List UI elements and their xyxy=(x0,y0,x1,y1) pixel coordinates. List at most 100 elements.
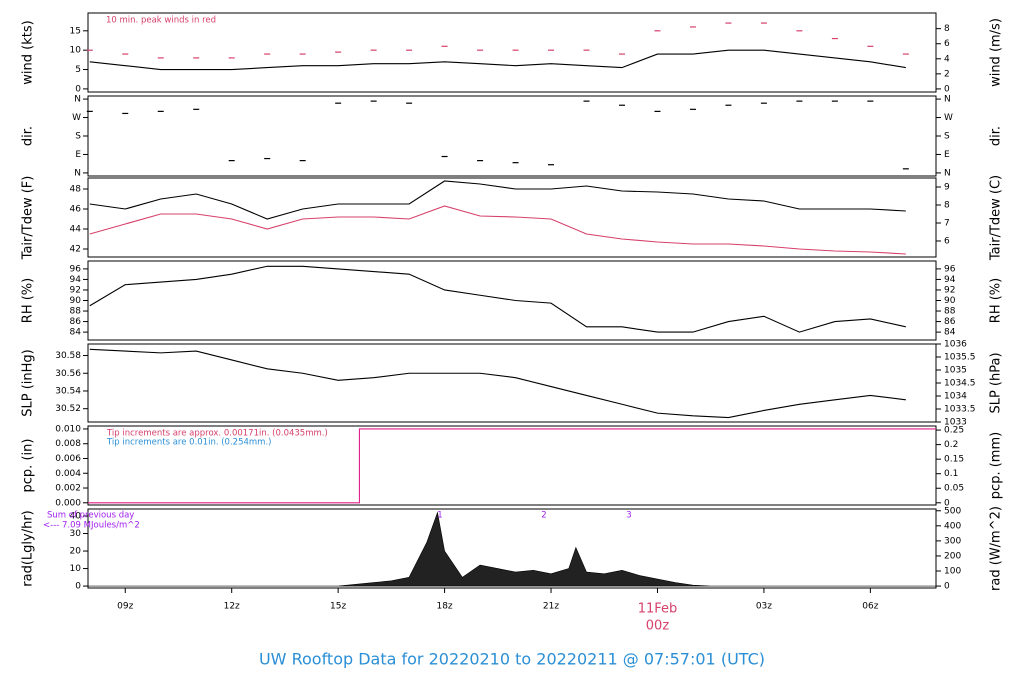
y2-tick-label: W xyxy=(944,113,953,123)
x-tick-label: 15z xyxy=(330,602,346,612)
y2-axis-label: wind (m/s) xyxy=(989,18,1004,87)
y2-tick-label: 9 xyxy=(944,182,950,192)
y-tick-label: 44 xyxy=(70,225,82,235)
y2-tick-label: 1033 xyxy=(944,418,967,428)
panel-frame xyxy=(87,12,937,93)
y-tick-label: 46 xyxy=(70,205,82,215)
y2-tick-label: 4 xyxy=(944,54,950,64)
y2-tick-label: 84 xyxy=(944,328,956,338)
y-tick-label: 88 xyxy=(70,307,82,317)
y-tick-label: 0.004 xyxy=(55,469,81,479)
y2-tick-label: 1034 xyxy=(944,392,967,402)
panel-frame xyxy=(87,95,937,177)
panel-frame xyxy=(87,425,937,506)
y-tick-label: 30.56 xyxy=(55,369,81,379)
y-tick-label: 0 xyxy=(75,582,81,592)
y-tick-label: 84 xyxy=(70,328,82,338)
y-tick-label: 86 xyxy=(70,317,82,327)
y2-tick-label: 0.15 xyxy=(944,455,964,465)
annotation: Tip increments are approx. 0.00171in. (0… xyxy=(106,429,328,439)
y2-tick-label: 92 xyxy=(944,285,955,295)
y-tick-label: 90 xyxy=(70,296,82,306)
y-tick-label: 30.54 xyxy=(55,386,81,396)
line xyxy=(89,265,906,333)
y2-tick-label: 0.2 xyxy=(944,440,958,450)
x-tick-label: 09z xyxy=(117,602,133,612)
y2-tick-label: 0.05 xyxy=(944,484,964,494)
x-tick-label: 06z xyxy=(862,602,878,612)
line xyxy=(89,348,906,419)
y-tick-label: 30.52 xyxy=(55,404,81,414)
y2-axis-label: SLP (hPa) xyxy=(989,352,1004,413)
y2-tick-label: 90 xyxy=(944,296,956,306)
y-tick-label: 0.002 xyxy=(55,484,81,494)
x-tick-label: 21z xyxy=(543,602,559,612)
y2-axis-label: rad (W/m^2) xyxy=(989,506,1004,591)
y2-tick-label: 1033.5 xyxy=(944,405,976,415)
x-tick-label: 03z xyxy=(756,602,772,612)
annotation: 10 min. peak winds in red xyxy=(106,16,216,26)
x-tick-label: 00z xyxy=(646,619,670,634)
y2-tick-label: 1035 xyxy=(944,366,967,376)
y-tick-label: 0.008 xyxy=(55,439,81,449)
y-tick-label: 15 xyxy=(70,26,81,36)
x-tick-label: 18z xyxy=(436,602,452,612)
y2-tick-label: 6 xyxy=(944,39,950,49)
y2-axis-label: Tair/Tdew (C) xyxy=(989,175,1004,261)
y2-tick-label: 2 xyxy=(944,69,950,79)
y-tick-label: 96 xyxy=(70,264,82,274)
y2-tick-label: 0 xyxy=(944,84,950,94)
line xyxy=(88,428,936,504)
y2-tick-label: 400 xyxy=(944,521,961,531)
y2-tick-label: 0.25 xyxy=(944,426,964,436)
y2-tick-label: 8 xyxy=(944,24,950,34)
y2-tick-label: 300 xyxy=(944,536,961,546)
y-tick-label: S xyxy=(75,132,81,142)
panel-frame xyxy=(87,177,937,258)
y2-tick-label: 200 xyxy=(944,551,961,561)
y-tick-label: 30.58 xyxy=(55,351,81,361)
y-tick-label: W xyxy=(72,113,81,123)
y2-tick-label: 7 xyxy=(944,218,950,228)
y-tick-label: 92 xyxy=(70,285,81,295)
y2-tick-label: E xyxy=(944,150,950,160)
y-tick-label: 0.010 xyxy=(55,424,81,434)
annotation: Sum of previous day xyxy=(47,511,134,521)
y-tick-label: 94 xyxy=(70,275,82,285)
y2-tick-label: 0 xyxy=(944,582,950,592)
x-tick-label: 12z xyxy=(224,602,240,612)
panel-frame xyxy=(87,508,937,589)
y-axis-label: wind (kts) xyxy=(21,20,36,84)
y2-tick-label: 500 xyxy=(944,506,961,516)
y2-tick-label: S xyxy=(944,132,950,142)
y-tick-label: 40 xyxy=(70,512,82,522)
annotation: <--- 7.09 MJoules/m^2 xyxy=(43,521,140,531)
annotation: 1 xyxy=(437,511,442,521)
y2-tick-label: 0.1 xyxy=(944,469,958,479)
y-tick-label: N xyxy=(74,168,81,178)
y2-tick-label: 86 xyxy=(944,317,956,327)
annotation: Tip increments are 0.01in. (0.254mm.) xyxy=(106,438,271,448)
y-tick-label: N xyxy=(74,95,81,105)
y2-tick-label: N xyxy=(944,168,951,178)
y-axis-label: rad(Lgly/hr) xyxy=(21,510,36,586)
y2-tick-label: 0 xyxy=(944,498,950,508)
y-tick-label: 0.000 xyxy=(55,498,81,508)
y-tick-label: 10 xyxy=(70,46,82,56)
y2-tick-label: 94 xyxy=(944,275,956,285)
y-tick-label: 0 xyxy=(75,84,81,94)
y-axis-label: Tair/Tdew (F) xyxy=(21,176,36,261)
line xyxy=(89,205,906,255)
y2-tick-label: 8 xyxy=(944,200,950,210)
y-tick-label: 5 xyxy=(75,65,81,75)
annotation: 3 xyxy=(626,511,631,521)
y2-tick-label: 1036 xyxy=(944,340,967,350)
annotation: 2 xyxy=(541,511,546,521)
y-tick-label: 20 xyxy=(70,547,82,557)
y-tick-label: E xyxy=(75,150,81,160)
y2-tick-label: 88 xyxy=(944,307,956,317)
y2-tick-label: 1034.5 xyxy=(944,379,976,389)
y-axis-label: pcp. (in) xyxy=(21,439,36,493)
y-axis-label: SLP (inHg) xyxy=(21,349,36,417)
y-axis-label: RH (%) xyxy=(21,278,36,323)
